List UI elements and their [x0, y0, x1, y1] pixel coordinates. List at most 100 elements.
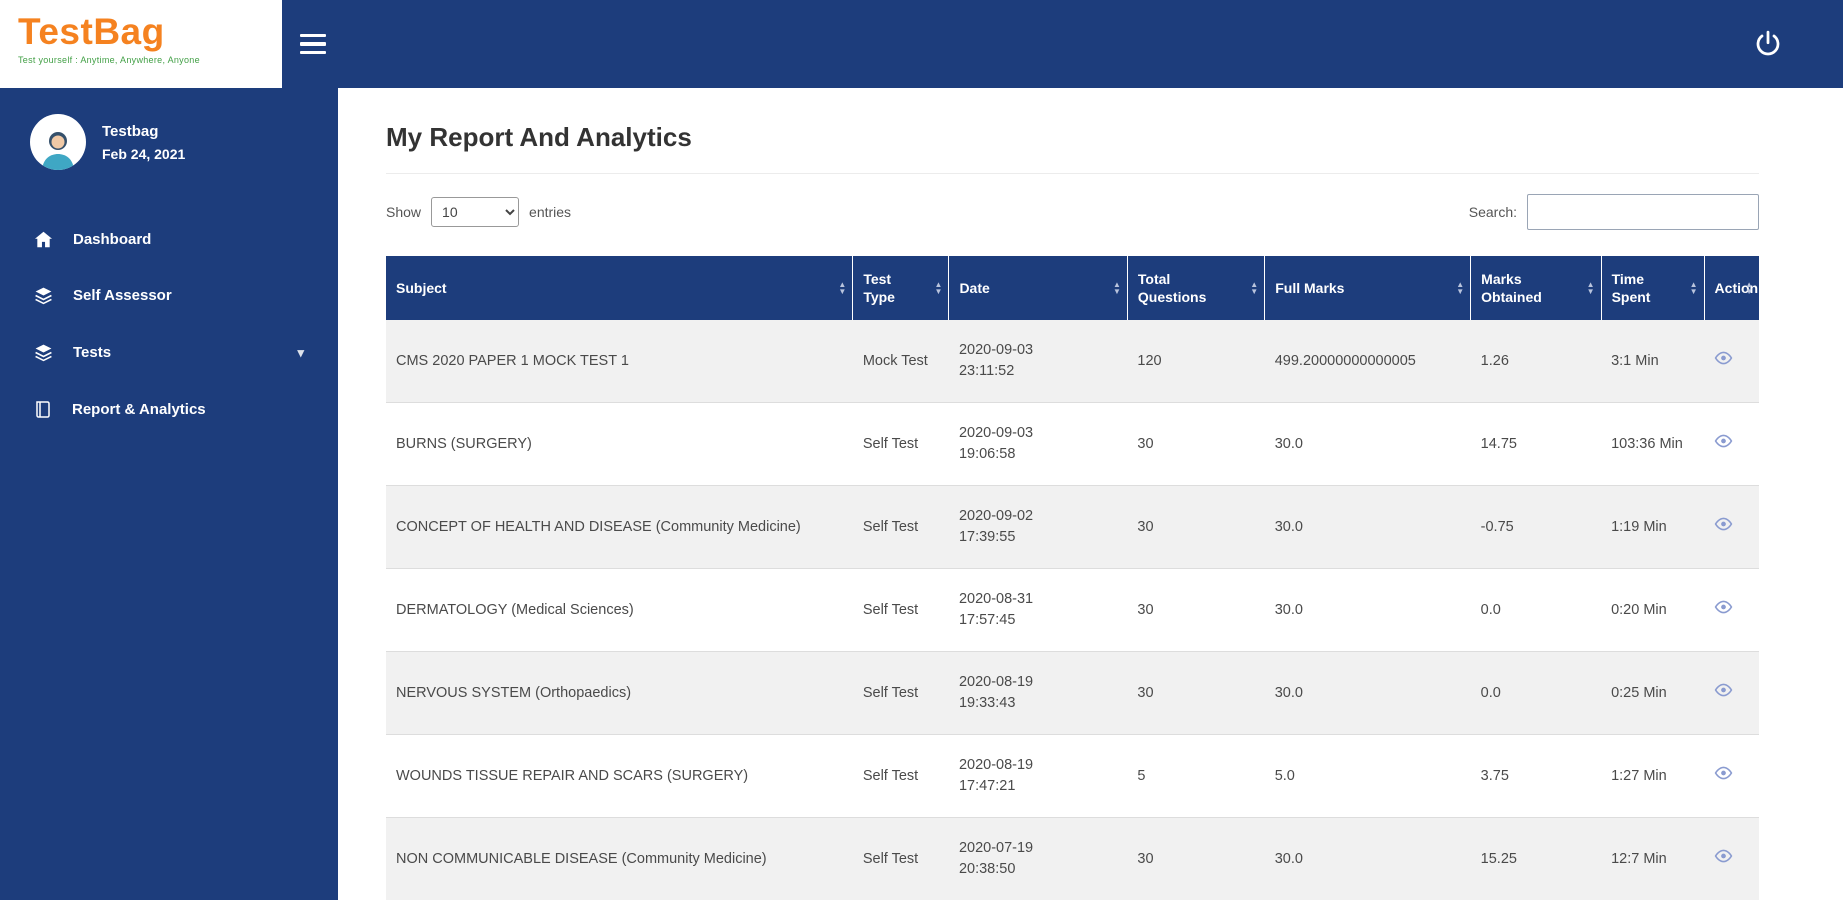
hamburger-icon[interactable]	[300, 31, 330, 57]
eye-icon[interactable]	[1714, 434, 1733, 455]
cell-time-spent: 12:7 Min	[1601, 817, 1705, 900]
table-row: WOUNDS TISSUE REPAIR AND SCARS (SURGERY)…	[386, 734, 1759, 818]
hamburger-bar	[300, 33, 326, 38]
cell-total-questions: 30	[1127, 817, 1265, 900]
user-name: Testbag	[102, 122, 159, 140]
cell-marks-obtained: 0.0	[1470, 651, 1602, 735]
column-header-subject[interactable]: Subject ▲ ▼	[386, 256, 853, 320]
cell-total-questions: 120	[1127, 320, 1265, 403]
cell-full-marks: 499.20000000000005	[1264, 320, 1471, 403]
column-header-full-marks[interactable]: Full Marks ▲ ▼	[1264, 256, 1471, 320]
cell-test-type: Self Test	[852, 402, 949, 486]
top-bar: TestBag Test yourself : Anytime, Anywher…	[0, 0, 1843, 88]
reports-table: Subject ▲ ▼ Test Type ▲ ▼ Date ▲ ▼ Total Quest…	[386, 256, 1759, 900]
column-header-total-questions[interactable]: Total Questions ▲ ▼	[1126, 256, 1265, 320]
cell-test-type: Self Test	[852, 568, 949, 652]
hamburger-bar	[300, 50, 326, 55]
sidebar-nav: Dashboard Self Assessor Tests ▾	[0, 212, 338, 438]
cell-subject: NON COMMUNICABLE DISEASE (Community Medi…	[386, 817, 853, 900]
column-header-action[interactable]: Action ▲ ▼	[1703, 256, 1759, 320]
column-header-marks-obtained[interactable]: Marks Obtained ▲ ▼	[1470, 256, 1602, 320]
avatar[interactable]	[30, 114, 86, 170]
column-header-date[interactable]: Date ▲ ▼	[948, 256, 1128, 320]
sidebar-item-tests[interactable]: Tests ▾	[0, 324, 338, 381]
sort-icon[interactable]: ▲ ▼	[934, 280, 943, 296]
cell-subject: CONCEPT OF HEALTH AND DISEASE (Community…	[386, 485, 853, 569]
show-label: Show	[386, 204, 422, 220]
sidebar-item-label: Report & Analytics	[72, 401, 206, 418]
entries-select[interactable]: 10	[431, 197, 520, 227]
cell-time-spent: 1:19 Min	[1601, 485, 1705, 569]
logo[interactable]: TestBag Test yourself : Anytime, Anywher…	[0, 0, 282, 88]
cell-time-spent: 1:27 Min	[1601, 734, 1705, 818]
cell-full-marks: 30.0	[1264, 485, 1471, 569]
sidebar-item-label: Dashboard	[73, 231, 152, 248]
cell-action	[1704, 651, 1759, 735]
cell-full-marks: 30.0	[1264, 402, 1471, 486]
cell-date: 2020-08-19 19:33:43	[948, 651, 1128, 735]
cell-full-marks: 30.0	[1264, 568, 1471, 652]
cell-test-type: Self Test	[852, 651, 949, 735]
column-header-test-type[interactable]: Test Type ▲ ▼	[852, 256, 949, 320]
column-header-time-spent[interactable]: Time Spent ▲ ▼	[1600, 256, 1705, 320]
sort-icon[interactable]: ▲ ▼	[1745, 280, 1753, 296]
table-row: NON COMMUNICABLE DISEASE (Community Medi…	[386, 817, 1759, 900]
eye-icon[interactable]	[1714, 849, 1733, 870]
cell-total-questions: 30	[1127, 485, 1265, 569]
eye-icon[interactable]	[1714, 600, 1733, 621]
cell-subject: DERMATOLOGY (Medical Sciences)	[386, 568, 853, 652]
sort-icon[interactable]: ▲ ▼	[1689, 280, 1698, 296]
cell-full-marks: 30.0	[1264, 817, 1471, 900]
sort-icon[interactable]: ▲ ▼	[1586, 280, 1595, 296]
layers-icon	[35, 287, 52, 305]
sort-icon[interactable]: ▲ ▼	[1113, 280, 1121, 296]
brand-name: TestBag	[18, 11, 165, 52]
book-icon	[36, 401, 50, 418]
cell-time-spent: 0:20 Min	[1601, 568, 1705, 652]
sort-icon[interactable]: ▲ ▼	[1250, 280, 1259, 296]
sort-icon[interactable]: ▲ ▼	[838, 280, 847, 296]
sidebar-item-dashboard[interactable]: Dashboard	[0, 212, 338, 267]
eye-icon[interactable]	[1714, 683, 1733, 704]
table-row: CMS 2020 PAPER 1 MOCK TEST 1 Mock Test 202…	[386, 320, 1759, 403]
eye-icon[interactable]	[1714, 351, 1733, 372]
entries-length-control: Show 10 entries	[386, 197, 571, 227]
search-input[interactable]	[1527, 194, 1759, 230]
cell-marks-obtained: -0.75	[1470, 485, 1602, 569]
cell-date: 2020-08-31 17:57:45	[948, 568, 1128, 652]
main-content: My Report And Analytics Show 10 entries …	[338, 88, 1843, 900]
layers-icon	[35, 344, 52, 362]
cell-action	[1704, 485, 1759, 569]
cell-action	[1704, 817, 1759, 900]
cell-marks-obtained: 3.75	[1470, 734, 1602, 818]
cell-action	[1704, 402, 1759, 486]
cell-date: 2020-09-03 19:06:58	[948, 402, 1128, 486]
cell-date: 2020-09-02 17:39:55	[948, 485, 1128, 569]
cell-test-type: Self Test	[852, 817, 949, 900]
hamburger-bar	[300, 42, 326, 46]
cell-total-questions: 30	[1127, 651, 1265, 735]
cell-full-marks: 5.0	[1264, 734, 1471, 818]
sort-icon[interactable]: ▲ ▼	[1456, 280, 1465, 296]
chevron-down-icon[interactable]: ▾	[297, 344, 304, 360]
page-title: My Report And Analytics	[386, 122, 692, 152]
home-icon	[35, 231, 52, 248]
table-row: CONCEPT OF HEALTH AND DISEASE (Community…	[386, 485, 1759, 569]
cell-subject: WOUNDS TISSUE REPAIR AND SCARS (SURGERY)	[386, 734, 853, 818]
sidebar-item-report-analytics[interactable]: Report & Analytics	[0, 381, 338, 438]
cell-date: 2020-07-19 20:38:50	[948, 817, 1128, 900]
eye-icon[interactable]	[1714, 766, 1733, 787]
user-date: Feb 24, 2021	[102, 145, 186, 162]
sidebar-item-self-assessor[interactable]: Self Assessor	[0, 267, 338, 324]
cell-marks-obtained: 14.75	[1470, 402, 1602, 486]
cell-subject: BURNS (SURGERY)	[386, 402, 853, 486]
cell-action	[1704, 734, 1759, 818]
cell-time-spent: 3:1 Min	[1601, 320, 1705, 403]
cell-date: 2020-08-19 17:47:21	[948, 734, 1128, 818]
cell-test-type: Self Test	[852, 485, 949, 569]
search-label: Search:	[1468, 204, 1517, 220]
power-icon[interactable]	[1751, 27, 1785, 61]
cell-action	[1704, 320, 1759, 403]
cell-total-questions: 30	[1127, 568, 1265, 652]
eye-icon[interactable]	[1714, 517, 1733, 538]
